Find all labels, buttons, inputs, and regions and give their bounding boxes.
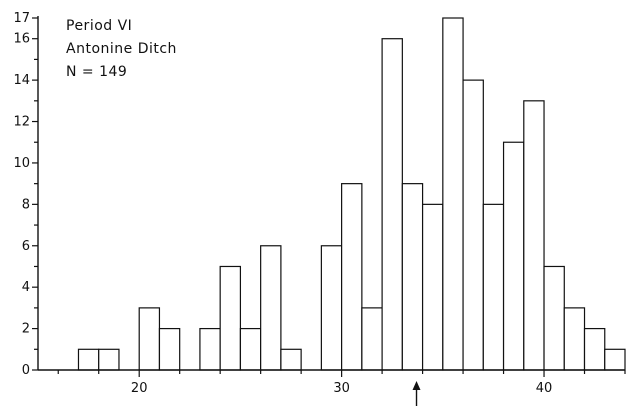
histogram-bar-17 xyxy=(482,203,505,371)
histogram-bar-16 xyxy=(462,79,484,371)
y-tick-label: 12 xyxy=(13,115,30,130)
histogram-bar-2 xyxy=(138,307,161,371)
histogram-bar-18 xyxy=(502,141,525,371)
histogram-bar-10 xyxy=(341,183,363,371)
histogram-bar-5 xyxy=(219,265,242,371)
y-ticks-group: 0 2 4 6 8 10 12 14 16 17 xyxy=(13,11,38,378)
histogram-bar-21 xyxy=(563,307,586,371)
histogram-bar-3 xyxy=(158,327,181,371)
mean-arrow-head xyxy=(412,381,421,390)
y-tick-label: 10 xyxy=(13,156,30,171)
histogram-bar-0 xyxy=(77,348,100,371)
x-ticks-group: 20 30 40 xyxy=(57,370,626,396)
histogram-bar-22 xyxy=(583,327,606,371)
histogram-bar-6 xyxy=(239,327,262,371)
y-tick-label: 8 xyxy=(22,197,30,212)
annotation-site: Antonine Ditch xyxy=(66,41,177,57)
y-tick-label: 6 xyxy=(22,239,30,254)
x-tick-label: 40 xyxy=(536,381,553,396)
histogram-bar-19 xyxy=(523,100,545,371)
histogram-bar-8 xyxy=(280,348,302,371)
annotation-count: N = 149 xyxy=(66,64,127,80)
histogram-bar-13 xyxy=(401,183,424,371)
mean-arrow-icon xyxy=(412,381,421,406)
y-tick-label: 16 xyxy=(13,32,30,47)
histogram-bar-15 xyxy=(442,17,464,371)
histogram-bar-4 xyxy=(199,327,221,371)
y-tick-label: 4 xyxy=(22,280,30,295)
histogram-bar-1 xyxy=(98,348,120,371)
y-tick-label: 0 xyxy=(22,363,30,378)
histogram-bar-9 xyxy=(320,245,343,371)
y-tick-label: 17 xyxy=(13,11,30,26)
histogram-bar-23 xyxy=(604,348,626,371)
histogram-bar-14 xyxy=(421,203,444,371)
histogram-bar-12 xyxy=(381,38,403,371)
histogram-bar-11 xyxy=(361,307,383,371)
axes-group xyxy=(37,16,625,371)
annotation-period: Period VI xyxy=(66,18,132,34)
y-tick-label: 14 xyxy=(13,73,30,88)
x-tick-label: 30 xyxy=(333,381,350,396)
histogram-bar-20 xyxy=(543,265,565,371)
bars-group xyxy=(77,17,626,371)
y-tick-label: 2 xyxy=(22,322,30,337)
x-tick-label: 20 xyxy=(131,381,148,396)
histogram-bar-7 xyxy=(260,245,282,371)
annotation-block: Period VI Antonine Ditch N = 149 xyxy=(66,18,177,80)
